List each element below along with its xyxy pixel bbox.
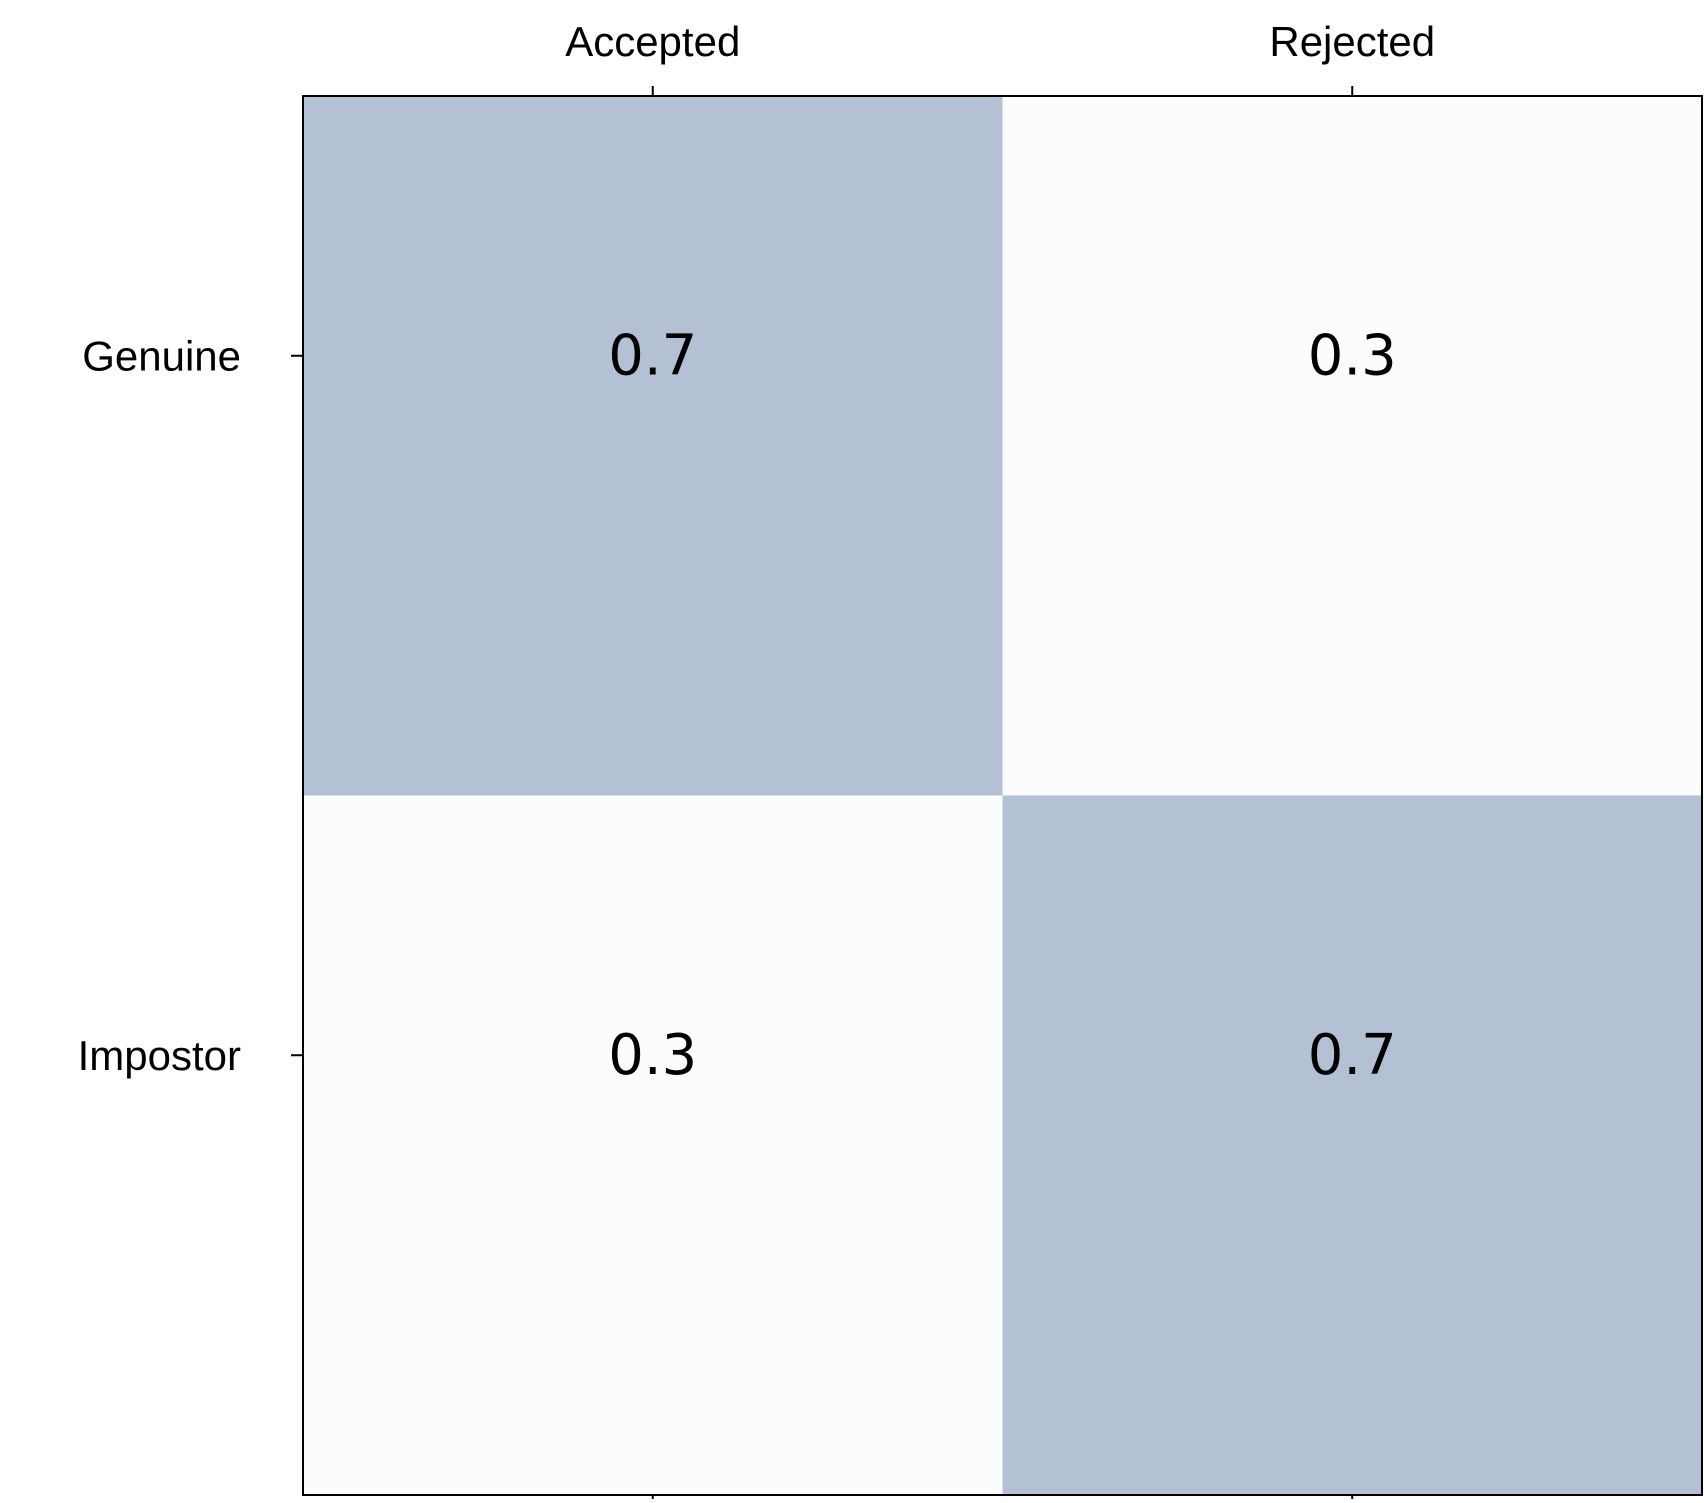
cell-value-genuine-accepted: 0.7 <box>608 323 697 388</box>
x-tick-label-accepted: Accepted <box>565 18 740 65</box>
y-tick-label-genuine: Genuine <box>82 332 241 379</box>
heatmap-cell-genuine-rejected <box>1002 96 1702 796</box>
cell-value-genuine-rejected: 0.3 <box>1308 323 1397 388</box>
cell-value-impostor-rejected: 0.7 <box>1308 1023 1397 1088</box>
heatmap-cell-impostor-rejected <box>1002 795 1702 1495</box>
x-tick-label-rejected: Rejected <box>1269 18 1435 65</box>
plot-frame <box>302 95 1703 1496</box>
heatmap-cell-impostor-accepted <box>303 795 1003 1495</box>
y-tick-label-impostor: Impostor <box>78 1032 241 1079</box>
cell-value-impostor-accepted: 0.3 <box>608 1023 697 1088</box>
heatmap-cell-genuine-accepted <box>303 96 1003 796</box>
